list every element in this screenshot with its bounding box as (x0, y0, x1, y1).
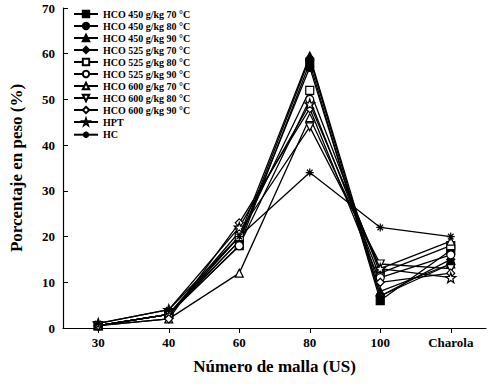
svg-text:HCO 525 g/kg 70 °C: HCO 525 g/kg 70 °C (103, 45, 190, 56)
svg-text:60: 60 (233, 335, 246, 350)
svg-text:HCO 450 g/kg 80 °C: HCO 450 g/kg 80 °C (103, 21, 190, 32)
svg-text:60: 60 (42, 46, 55, 61)
svg-text:Charola: Charola (428, 335, 474, 350)
svg-text:HCO 525 g/kg 80 °C: HCO 525 g/kg 80 °C (103, 57, 190, 68)
svg-text:HCO 450 g/kg 70 °C: HCO 450 g/kg 70 °C (103, 9, 190, 20)
svg-text:10: 10 (42, 275, 55, 290)
svg-text:HCO 525 g/kg 90 °C: HCO 525 g/kg 90 °C (103, 69, 190, 80)
svg-text:HCO 600 g/kg 80 °C: HCO 600 g/kg 80 °C (103, 93, 190, 104)
svg-text:HC: HC (103, 129, 118, 140)
svg-text:40: 40 (162, 335, 175, 350)
svg-text:20: 20 (42, 229, 55, 244)
svg-text:0: 0 (49, 321, 56, 336)
svg-text:40: 40 (42, 138, 55, 153)
svg-text:30: 30 (92, 335, 105, 350)
svg-text:HPT: HPT (103, 117, 124, 128)
svg-text:50: 50 (42, 92, 55, 107)
svg-text:Número de malla (US): Número de malla (US) (193, 357, 356, 376)
svg-text:70: 70 (42, 1, 55, 16)
svg-text:HCO 600 g/kg 90 °C: HCO 600 g/kg 90 °C (103, 105, 190, 116)
svg-text:HCO 600 g/kg 70 °C: HCO 600 g/kg 70 °C (103, 81, 190, 92)
svg-text:HCO 450 g/kg 90 °C: HCO 450 g/kg 90 °C (103, 33, 190, 44)
svg-text:Porcentaje en peso (%): Porcentaje en peso (%) (7, 84, 26, 252)
svg-text:100: 100 (371, 335, 391, 350)
svg-text:30: 30 (42, 183, 55, 198)
svg-text:80: 80 (303, 335, 316, 350)
